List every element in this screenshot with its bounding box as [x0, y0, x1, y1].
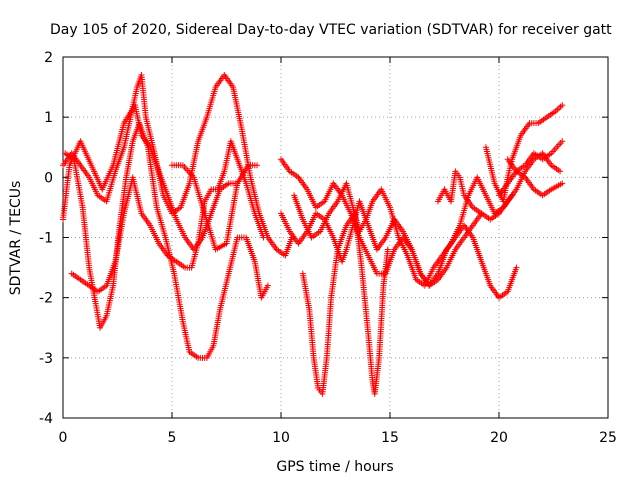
data-point — [513, 264, 520, 271]
y-tick-label: -2 — [39, 291, 53, 307]
x-axis-label: GPS time / hours — [276, 459, 393, 475]
y-tick-label: -1 — [39, 231, 53, 247]
y-axis-label: SDTVAR / TECUs — [8, 181, 24, 296]
y-tick-label: -3 — [39, 351, 53, 367]
y-tick-label: 0 — [44, 170, 53, 186]
x-tick-label: 15 — [381, 430, 399, 446]
series-arc-2 — [60, 72, 295, 259]
x-tick-label: 25 — [599, 430, 617, 446]
chart-title: Day 105 of 2020, Sidereal Day-to-day VTE… — [50, 22, 612, 38]
series-arc-9 — [299, 210, 391, 397]
data-point — [559, 180, 566, 187]
series-arc-6 — [278, 156, 520, 301]
y-tick-label: 2 — [44, 50, 53, 66]
series-arc-12 — [504, 156, 566, 199]
series-arc-4 — [68, 138, 267, 295]
x-axis: 0 5 10 15 20 25 — [59, 57, 617, 446]
x-tick-label: 20 — [490, 430, 508, 446]
series-arc-13 — [496, 138, 566, 199]
data-point — [264, 282, 271, 289]
series-arc-7 — [278, 198, 485, 289]
series-arc-10 — [434, 150, 564, 223]
series-arc-3 — [62, 120, 271, 361]
data-point — [260, 234, 267, 241]
data-point — [254, 162, 261, 169]
series-arc-5 — [169, 162, 261, 253]
x-tick-label: 0 — [59, 430, 68, 446]
data-point — [384, 246, 391, 253]
data-point — [559, 138, 566, 145]
x-tick-label: 10 — [272, 430, 290, 446]
y-axis: -4 -3 -2 -1 0 1 2 — [39, 50, 608, 427]
data-series — [60, 72, 566, 397]
data-point — [557, 168, 564, 175]
y-tick-label: -4 — [39, 411, 53, 427]
data-point — [559, 102, 566, 109]
y-tick-label: 1 — [44, 110, 53, 126]
x-tick-label: 5 — [168, 430, 177, 446]
